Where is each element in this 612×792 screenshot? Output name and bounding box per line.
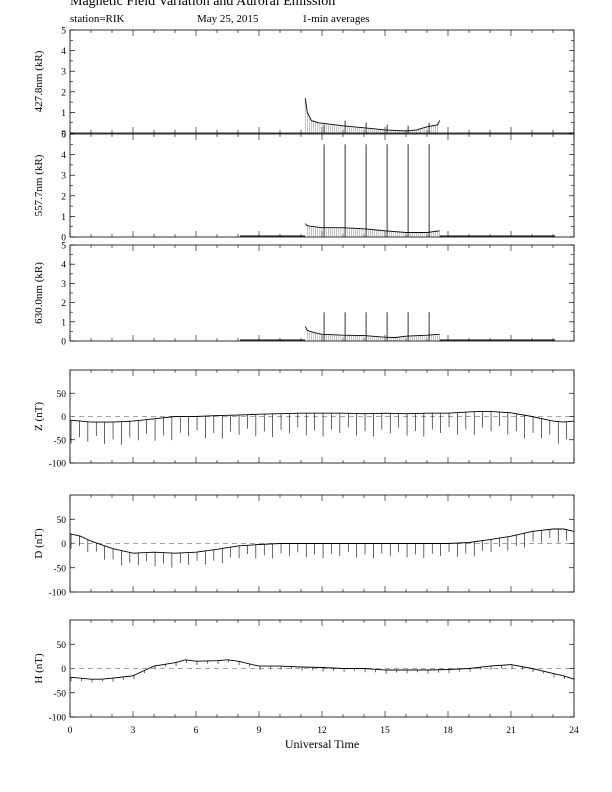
series-line [304,97,441,132]
panel-p5577: 0 1 2 3 4 5 557.7nm (kR) [33,131,575,244]
y-tick-label: 4 [61,47,66,57]
y-axis-label: 630.0nm (kR) [33,262,45,324]
x-tick-label: 0 [68,726,73,736]
y-tick-label: 3 [61,68,66,78]
y-tick-label: 2 [61,88,66,98]
panel-ph: -100 -50 0 50 H (nT) [33,619,575,724]
averaging-label: 1-min averages [302,13,370,25]
y-axis-label: 427.8nm (kR) [33,50,45,112]
y-tick-label: 5 [61,242,66,252]
y-tick-label: 5 [61,131,66,141]
y-tick-label: 0 [61,234,66,244]
y-tick-label: 4 [61,151,66,161]
x-tick-label: 12 [317,726,327,736]
y-tick-label: 2 [61,299,66,309]
y-tick-label: 5 [61,27,66,37]
y-tick-label: 0 [61,665,66,675]
panel-p4278: 0 1 2 3 4 5 427.8nm (kR) [33,27,575,140]
series-line [69,659,575,680]
y-tick-label: 50 [57,641,67,651]
y-tick-label: -50 [53,564,66,574]
y-axis-label: D (nT) [33,528,45,559]
y-tick-label: 3 [61,172,66,182]
x-tick-label: 6 [194,726,199,736]
x-tick-label: 15 [380,726,390,736]
y-tick-label: 50 [57,390,67,400]
panel-pd: -100 -50 0 50 D (nT) [33,494,575,599]
y-tick-label: 1 [61,109,66,119]
y-tick-label: 0 [61,413,66,423]
panel-frame [69,244,575,342]
y-axis-label: Z (nT) [33,402,45,431]
date-label: May 25, 2015 [197,13,259,25]
y-tick-label: 1 [61,213,66,223]
panel-pz: -100 -50 0 50 Z (nT) [33,369,575,470]
y-axis-label: H (nT) [33,653,45,684]
y-tick-label: 0 [61,130,66,140]
series-line [69,528,575,554]
x-tick-label: 3 [131,726,136,736]
panel-frame [69,133,575,238]
x-axis-label: Universal Time [285,737,359,751]
series-line [69,410,575,423]
station-label: station=RIK [70,13,125,25]
y-tick-label: -100 [49,589,67,599]
y-tick-label: -100 [49,460,67,470]
y-tick-label: -50 [53,689,66,699]
y-tick-label: -50 [53,436,66,446]
y-tick-label: 0 [61,338,66,348]
y-tick-label: 1 [61,318,66,328]
y-tick-label: 2 [61,192,66,202]
x-tick-label: 9 [257,726,262,736]
y-tick-label: 0 [61,540,66,550]
y-tick-label: 3 [61,280,66,290]
series-line [304,326,440,338]
chart-title: Magnetic Field Variation and Auroral Emi… [70,0,336,9]
x-tick-label: 21 [506,726,516,736]
x-tick-label: 18 [443,726,453,736]
y-tick-label: 4 [61,261,66,271]
y-tick-label: 50 [57,516,67,526]
x-tick-label: 24 [569,726,579,736]
y-axis-label: 557.7nm (kR) [33,154,45,216]
panel-frame [69,29,575,134]
y-tick-label: -100 [49,714,67,724]
panel-p6300: 0 1 2 3 4 5 630.0nm (kR) [33,242,575,348]
